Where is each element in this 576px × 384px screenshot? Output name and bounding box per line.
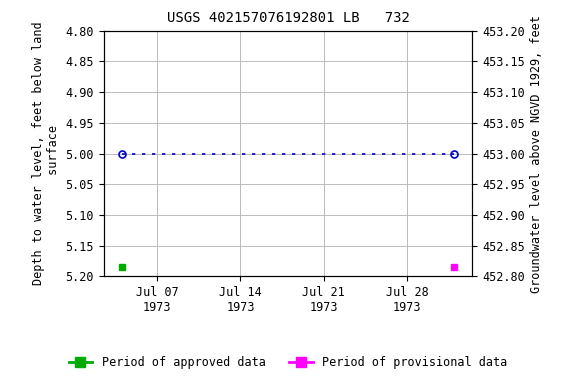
Legend: Period of approved data, Period of provisional data: Period of approved data, Period of provi… — [64, 351, 512, 374]
Title: USGS 402157076192801 LB   732: USGS 402157076192801 LB 732 — [166, 12, 410, 25]
Y-axis label: Depth to water level, feet below land
 surface: Depth to water level, feet below land su… — [32, 22, 60, 285]
Y-axis label: Groundwater level above NGVD 1929, feet: Groundwater level above NGVD 1929, feet — [530, 15, 543, 293]
